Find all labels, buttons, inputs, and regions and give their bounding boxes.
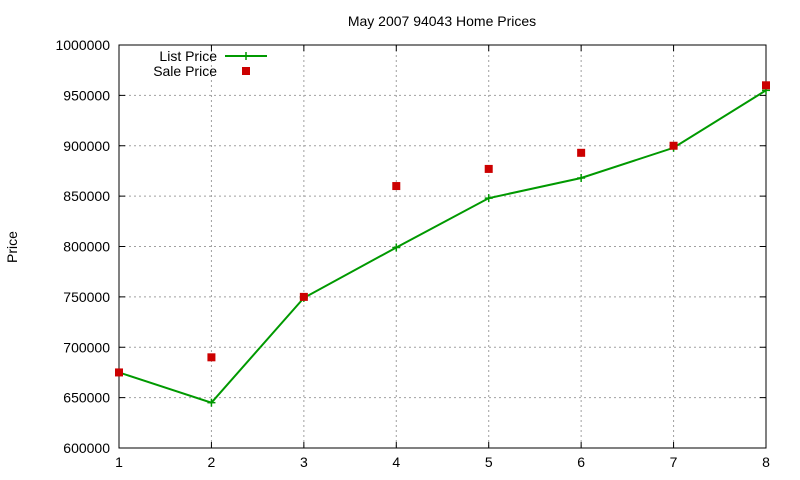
legend: List Price Sale Price (153, 48, 267, 79)
sale-price-point (207, 353, 216, 362)
list-price-point (207, 398, 216, 407)
plot-frame (118, 44, 767, 449)
y-tick-label: 1000000 (55, 37, 110, 53)
x-tick-label: 1 (115, 454, 123, 470)
legend-marker-sale-price (242, 67, 250, 75)
y-tick-label: 850000 (63, 188, 110, 204)
list-price-point (484, 194, 493, 203)
sale-price-point (484, 164, 493, 173)
sale-price-point (762, 81, 770, 90)
grid-layer (119, 45, 766, 448)
x-tick-label: 2 (208, 454, 216, 470)
sale-price-point (577, 148, 586, 157)
y-tick-label: 700000 (63, 339, 110, 355)
legend-marker-list-price (242, 52, 250, 60)
legend-plus-list-price (242, 52, 250, 60)
series-layer (115, 81, 770, 407)
x-tick-label: 4 (392, 454, 400, 470)
list-price-point (392, 243, 401, 252)
x-tick-label: 6 (577, 454, 585, 470)
x-tick-label: 7 (670, 454, 678, 470)
y-axis-label: Price (4, 231, 20, 263)
sale-price-point (392, 182, 401, 191)
sale-price-point (669, 141, 678, 150)
sale-price-point (299, 292, 308, 301)
series-line-list-price (118, 89, 767, 404)
y-tick-label: 650000 (63, 390, 110, 406)
y-tick-label: 950000 (63, 87, 110, 103)
y-tick-label: 600000 (63, 440, 110, 456)
legend-label-list-price: List Price (159, 48, 217, 64)
y-tick-label: 750000 (63, 289, 110, 305)
list-price-point (577, 173, 586, 182)
legend-label-sale-price: Sale Price (153, 63, 217, 79)
y-tick-label: 800000 (63, 239, 110, 255)
chart-title: May 2007 94043 Home Prices (348, 13, 536, 29)
x-tick-label: 8 (762, 454, 770, 470)
y-tick-label: 900000 (63, 138, 110, 154)
x-tick-label: 5 (485, 454, 493, 470)
ticks-layer: 600000 650000 700000 750000 800000 850000 9000… (55, 37, 770, 470)
x-tick-label: 3 (300, 454, 308, 470)
sale-price-point (115, 368, 123, 377)
